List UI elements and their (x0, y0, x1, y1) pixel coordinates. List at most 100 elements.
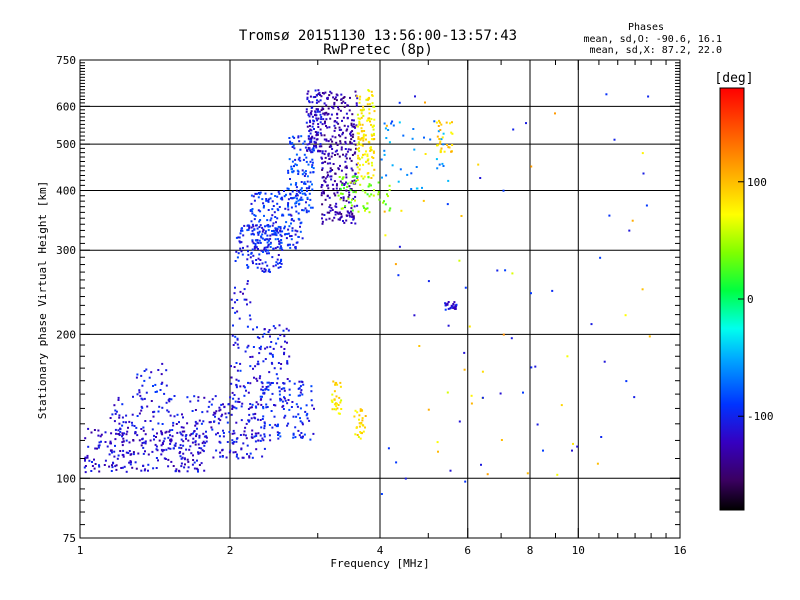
data-point (267, 249, 270, 252)
data-point (346, 150, 349, 153)
data-point (280, 247, 283, 250)
data-point (232, 429, 235, 432)
data-point (349, 157, 351, 160)
data-point (362, 139, 365, 142)
data-point (327, 174, 329, 177)
data-point (244, 350, 247, 353)
data-point (98, 470, 101, 473)
data-point (294, 229, 297, 232)
data-point (380, 493, 383, 495)
data-point (370, 193, 373, 196)
data-point (332, 163, 335, 165)
data-point (328, 211, 331, 214)
data-point (384, 127, 387, 130)
data-point (238, 236, 241, 239)
data-point (205, 430, 207, 433)
data-point (329, 117, 332, 120)
data-point (339, 188, 342, 191)
data-point (262, 202, 265, 205)
data-point (255, 377, 258, 380)
data-point (276, 377, 279, 380)
data-point (150, 400, 153, 402)
data-point (266, 234, 269, 237)
data-point (133, 425, 136, 427)
data-point (336, 211, 339, 214)
data-point (372, 105, 375, 108)
data-point (427, 280, 430, 283)
data-point (556, 473, 559, 476)
data-point (391, 120, 394, 123)
data-point (334, 127, 337, 130)
data-point (345, 176, 348, 179)
data-point (349, 181, 352, 184)
data-point (613, 138, 616, 141)
data-point (372, 151, 375, 154)
data-point (176, 431, 179, 434)
data-point (295, 202, 298, 204)
data-point (118, 422, 121, 425)
data-point (136, 434, 139, 437)
data-point (234, 286, 236, 289)
data-point (251, 436, 254, 439)
data-point (436, 135, 439, 138)
data-point (309, 111, 312, 114)
data-point (304, 146, 307, 149)
data-point (191, 463, 194, 466)
data-point (479, 177, 482, 179)
data-point (286, 362, 289, 364)
data-point (291, 142, 294, 145)
data-point (263, 214, 265, 217)
data-point (448, 146, 451, 149)
data-point (235, 421, 238, 424)
data-point (289, 142, 292, 145)
data-point (624, 314, 627, 317)
data-point (165, 384, 168, 387)
data-point (261, 237, 264, 240)
data-point (295, 182, 298, 184)
data-point (422, 199, 425, 202)
data-point (263, 267, 266, 270)
data-point (309, 171, 312, 174)
data-point (269, 234, 272, 237)
data-point (114, 409, 117, 412)
data-point (349, 131, 352, 134)
data-point (345, 181, 347, 184)
data-point (351, 212, 354, 215)
data-point (260, 403, 263, 406)
data-point (343, 221, 346, 224)
data-point (155, 436, 157, 438)
data-point (263, 427, 266, 430)
data-point (319, 94, 322, 96)
data-point (326, 184, 329, 187)
data-point (336, 191, 339, 194)
data-point (245, 298, 248, 301)
data-point (226, 421, 229, 424)
data-point (330, 113, 333, 116)
data-point (235, 236, 238, 239)
data-point (350, 207, 353, 210)
data-point (299, 391, 302, 394)
data-point (269, 270, 271, 273)
data-point (158, 405, 161, 408)
data-point (262, 415, 265, 418)
data-point (306, 180, 309, 183)
data-point (339, 401, 342, 404)
data-point (348, 109, 351, 112)
data-point (267, 199, 270, 202)
data-point (218, 409, 221, 412)
data-point (496, 269, 499, 272)
data-point (246, 224, 249, 227)
data-point (328, 126, 331, 129)
data-point (342, 97, 345, 99)
data-point (286, 341, 288, 344)
data-point (108, 465, 111, 468)
data-point (288, 355, 291, 358)
data-point (186, 396, 189, 399)
data-point (293, 136, 296, 139)
data-point (125, 421, 127, 424)
data-point (200, 422, 203, 425)
data-point (265, 406, 268, 409)
data-point (277, 254, 280, 256)
data-point (258, 253, 261, 256)
data-point (263, 332, 266, 335)
